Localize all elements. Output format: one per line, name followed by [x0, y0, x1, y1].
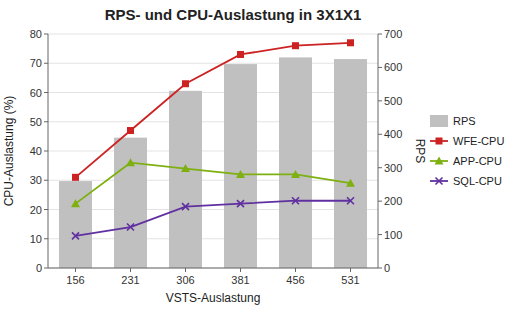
x-axis-line [48, 268, 378, 269]
y2-tick-label: 500 [384, 95, 402, 107]
y-tick-label: 40 [30, 145, 42, 157]
x-tick [75, 268, 76, 272]
marker [182, 80, 189, 87]
legend-swatch [430, 115, 448, 127]
y2-tick [378, 100, 382, 101]
y2-tick [378, 134, 382, 135]
y2-axis-label: RPS [413, 139, 427, 164]
y-tick [44, 63, 48, 64]
marker [292, 42, 299, 49]
x-tick [295, 268, 296, 272]
y2-tick [378, 67, 382, 68]
x-axis-label: VSTS-Auslastung [166, 291, 261, 305]
marker [127, 127, 134, 134]
x-tick-label: 306 [176, 274, 194, 286]
marker [237, 200, 244, 207]
y2-tick [378, 34, 382, 35]
y-tick [44, 151, 48, 152]
marker [72, 232, 79, 239]
axes: 156 231 306 381 456 531 0 10 20 30 40 50 60 70 80 0 100 2… [30, 28, 403, 286]
y-tick [44, 92, 48, 93]
marker [182, 203, 189, 210]
x-tick-label: 156 [66, 274, 84, 286]
x-tick [350, 268, 351, 272]
marker [237, 51, 244, 58]
y2-tick-label: 700 [384, 28, 402, 40]
marker [292, 197, 299, 204]
marker [347, 197, 354, 204]
title: RPS- und CPU-Auslastung in 3X1X1 [105, 6, 362, 23]
legend-label: RPS [453, 115, 476, 127]
y-tick-label: 60 [30, 87, 42, 99]
marker [72, 174, 79, 181]
marker [126, 158, 135, 166]
y2-tick-label: 0 [384, 262, 390, 274]
x-tick-label: 531 [341, 274, 359, 286]
y2-tick [378, 234, 382, 235]
line [76, 163, 351, 204]
marker [127, 224, 134, 231]
x-tick [185, 268, 186, 272]
y2-tick-label: 300 [384, 162, 402, 174]
bar [114, 138, 147, 268]
y-tick-label: 0 [36, 262, 42, 274]
legend-label: SQL-CPU [453, 175, 502, 187]
y-tick-label: 20 [30, 204, 42, 216]
marker [236, 170, 245, 178]
line [76, 43, 351, 178]
bar [334, 59, 367, 268]
grid-line [48, 92, 378, 93]
x-tick-label: 381 [231, 274, 249, 286]
marker [346, 179, 355, 187]
y-tick [44, 34, 48, 35]
chart: 156 231 306 381 456 531 0 10 20 30 40 50 60 70 80 0 100 2… [0, 0, 516, 311]
y2-tick-label: 200 [384, 195, 402, 207]
line [76, 201, 351, 236]
marker [181, 164, 190, 172]
legend-marker [436, 138, 443, 145]
marker [71, 199, 80, 207]
y-tick-label: 70 [30, 57, 42, 69]
y2-tick-label: 100 [384, 229, 402, 241]
bar [279, 57, 312, 268]
y-tick-label: 30 [30, 174, 42, 186]
grid-line [48, 151, 378, 152]
legend-marker [435, 157, 444, 165]
y2-tick [378, 167, 382, 168]
y-tick [44, 238, 48, 239]
grid-line [48, 209, 378, 210]
x-tick-label: 456 [286, 274, 304, 286]
grid-line [48, 34, 378, 35]
legend-label: WFE-CPU [453, 135, 504, 147]
y-tick [44, 268, 48, 269]
marker [347, 39, 354, 46]
legend-label: APP-CPU [453, 155, 502, 167]
x-tick [240, 268, 241, 272]
y2-tick-label: 400 [384, 128, 402, 140]
grid-line [48, 238, 378, 239]
bar [169, 91, 202, 268]
y2-tick-label: 600 [384, 61, 402, 73]
x-tick [130, 268, 131, 272]
y2-tick [378, 201, 382, 202]
y-tick-label: 10 [30, 233, 42, 245]
y-tick-label: 80 [30, 28, 42, 40]
y-tick [44, 180, 48, 181]
y-tick-label: 50 [30, 116, 42, 128]
grid-line [48, 121, 378, 122]
legend: RPS WFE-CPU APP-CPU SQL-CPU [430, 115, 504, 187]
y-axis-label: CPU-Auslastung (%) [2, 96, 16, 207]
y2-axis-line [378, 34, 379, 268]
grid-line [48, 63, 378, 64]
y-tick [44, 121, 48, 122]
grid [48, 34, 378, 268]
bar [224, 64, 257, 268]
y-tick [44, 209, 48, 210]
x-tick-label: 231 [121, 274, 139, 286]
y2-tick [378, 268, 382, 269]
legend-marker [436, 178, 443, 185]
marks [59, 39, 367, 268]
grid-line [48, 268, 378, 269]
marker [291, 170, 300, 178]
